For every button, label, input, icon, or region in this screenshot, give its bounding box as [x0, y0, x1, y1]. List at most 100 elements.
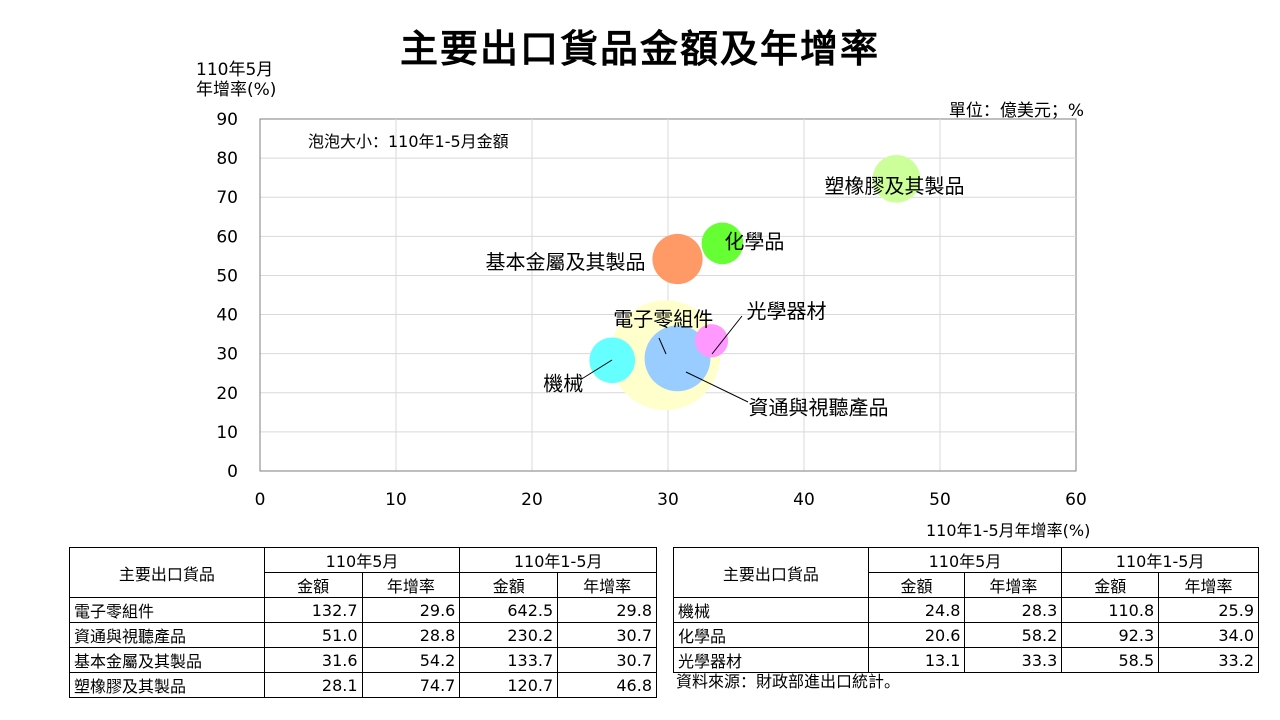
x-tick-label: 30: [657, 490, 679, 510]
table-cell-value: 20.6: [867, 622, 966, 648]
table-left: 主要出口貨品 110年5月 110年1-5月 金額 年增率 金額 年增率 電子零…: [69, 547, 657, 698]
unit-label: 單位：億美元；%: [948, 101, 1084, 121]
table-cell-value: 28.8: [361, 622, 461, 648]
table-right-sub: 年增率: [1158, 572, 1259, 598]
table-right-sub: 年增率: [964, 572, 1063, 598]
table-cell-value: 33.3: [964, 647, 1063, 673]
table-row: 光學器材 13.1 33.3 58.5 33.2: [673, 647, 1259, 673]
data-label: 電子零組件: [613, 307, 713, 331]
table-cell-value: 28.1: [263, 672, 363, 698]
table-left-sub: 年增率: [361, 572, 461, 598]
bubble: [589, 337, 636, 384]
table-cell-value: 34.0: [1158, 622, 1259, 648]
table-cell-value: 133.7: [459, 647, 559, 673]
table-cell-value: 24.8: [867, 597, 966, 623]
y-axis-label: 110年5月 年增率(%): [196, 60, 276, 100]
bubble-size-note: 泡泡大小：110年1-5月金額: [308, 132, 509, 151]
table-cell-value: 28.3: [964, 597, 1063, 623]
bubble: [701, 222, 744, 265]
x-tick-label: 60: [1065, 490, 1087, 510]
y-axis-label-line1: 110年5月: [196, 60, 274, 80]
table-right-group1: 110年5月: [867, 547, 1063, 573]
data-label: 光學器材: [747, 299, 827, 323]
table-cell-value: 25.9: [1158, 597, 1259, 623]
x-tick-label: 40: [793, 490, 815, 510]
y-tick-label: 40: [216, 306, 238, 326]
data-label-leader: [711, 315, 743, 355]
page-title: 主要出口貨品金額及年增率: [399, 27, 880, 71]
y-tick-label: 90: [216, 110, 238, 130]
x-axis-label: 110年1-5月年增率(%): [926, 521, 1091, 540]
table-cell-value: 642.5: [459, 597, 559, 623]
table-row: 機械 24.8 28.3 110.8 25.9: [673, 597, 1259, 623]
table-right-group2: 110年1-5月: [1061, 547, 1259, 573]
y-tick-label: 30: [216, 345, 238, 365]
table-right-sub: 金額: [867, 572, 966, 598]
bubble: [694, 324, 729, 358]
table-left-header-item: 主要出口貨品: [69, 547, 265, 598]
x-tick-label: 0: [255, 490, 266, 510]
data-label: 化學品: [724, 229, 784, 253]
table-cell-value: 74.7: [361, 672, 461, 698]
table-row: 電子零組件 132.7 29.6 642.5 29.8: [69, 597, 657, 623]
bubble: [872, 155, 921, 203]
data-label: 塑橡膠及其製品: [824, 174, 964, 198]
table-cell-value: 30.7: [557, 622, 657, 648]
table-cell-item: 化學品: [673, 622, 869, 648]
table-cell-item: 塑橡膠及其製品: [69, 672, 265, 698]
table-cell-value: 33.2: [1158, 647, 1259, 673]
bubble-chart: 0 10 20 30 40 50 60 0 10 20 30 40 50 60 70 80 90 泡泡大小：110…: [216, 110, 1087, 510]
data-label: 機械: [543, 371, 583, 395]
table-right: 主要出口貨品 110年5月 110年1-5月 金額 年增率 金額 年增率 機械 2…: [673, 547, 1259, 673]
data-label-leader: [579, 359, 613, 381]
y-tick-label: 70: [216, 188, 238, 208]
table-right-header-item: 主要出口貨品: [673, 547, 869, 598]
y-axis-label-line2: 年增率(%): [196, 80, 277, 100]
table-cell-value: 58.2: [964, 622, 1063, 648]
table-left-group2: 110年1-5月: [459, 547, 657, 573]
table-cell-value: 31.6: [263, 647, 363, 673]
table-row: 塑橡膠及其製品 28.1 74.7 120.7 46.8: [69, 672, 657, 698]
table-left-sub: 年增率: [557, 572, 657, 598]
table-cell-value: 132.7: [263, 597, 363, 623]
table-cell-value: 30.7: [557, 647, 657, 673]
table-left-sub: 金額: [263, 572, 363, 598]
y-tick-label: 0: [227, 462, 238, 482]
bubble: [652, 233, 703, 285]
table-right-sub: 金額: [1061, 572, 1160, 598]
y-tick-label: 20: [216, 384, 238, 404]
table-cell-item: 光學器材: [673, 647, 869, 673]
table-cell-item: 資通與視聽產品: [69, 622, 265, 648]
table-cell-value: 92.3: [1061, 622, 1160, 648]
table-row: 基本金屬及其製品 31.6 54.2 133.7 30.7: [69, 647, 657, 673]
data-label: 基本金屬及其製品: [486, 250, 646, 274]
table-cell-value: 54.2: [361, 647, 461, 673]
table-cell-item: 電子零組件: [69, 597, 265, 623]
table-cell-value: 13.1: [867, 647, 966, 673]
table-cell-value: 120.7: [459, 672, 559, 698]
table-row: 資通與視聽產品 51.0 28.8 230.2 30.7: [69, 622, 657, 648]
table-cell-value: 51.0: [263, 622, 363, 648]
y-tick-label: 10: [216, 423, 238, 443]
source-note: 資料來源：財政部進出口統計。: [676, 672, 901, 691]
x-tick-label: 10: [385, 490, 407, 510]
table-cell-value: 29.8: [557, 597, 657, 623]
table-cell-value: 58.5: [1061, 647, 1160, 673]
table-cell-value: 46.8: [557, 672, 657, 698]
table-cell-value: 110.8: [1061, 597, 1160, 623]
table-cell-item: 基本金屬及其製品: [69, 647, 265, 673]
table-left-sub: 金額: [459, 572, 559, 598]
x-tick-label: 50: [929, 490, 951, 510]
data-label-leader: [685, 371, 749, 403]
table-cell-value: 230.2: [459, 622, 559, 648]
table-left-group1: 110年5月: [263, 547, 461, 573]
y-tick-label: 50: [216, 266, 238, 286]
y-tick-label: 80: [216, 149, 238, 169]
x-tick-label: 20: [521, 490, 543, 510]
table-cell-value: 29.6: [361, 597, 461, 623]
table-cell-item: 機械: [673, 597, 869, 623]
y-tick-label: 60: [216, 227, 238, 247]
data-label-leader: [658, 337, 667, 355]
table-row: 化學品 20.6 58.2 92.3 34.0: [673, 622, 1259, 648]
data-label: 資通與視聽產品: [749, 395, 889, 419]
